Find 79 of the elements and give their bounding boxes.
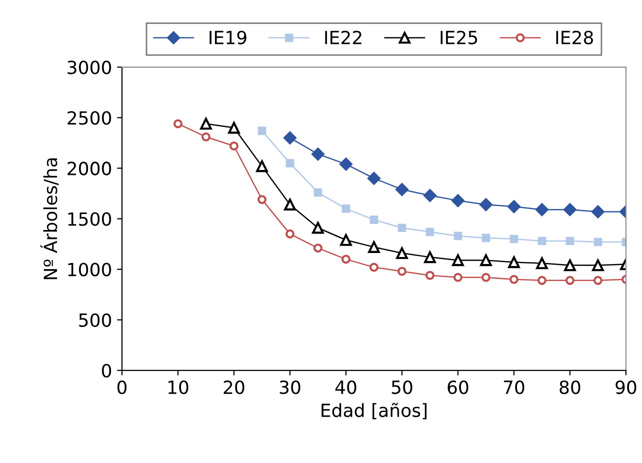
point [480, 254, 492, 266]
point [285, 229, 294, 238]
point [593, 276, 602, 285]
point [396, 247, 408, 260]
x-tick-label: 90 [616, 380, 636, 394]
point [340, 234, 352, 246]
point [510, 234, 518, 244]
x-tick-label: 70 [504, 380, 524, 394]
point [311, 147, 325, 161]
x-tick-label: 10 [168, 380, 188, 394]
point [283, 131, 297, 144]
point [286, 159, 294, 168]
x-axis-title: Edad [años] [322, 402, 427, 420]
point [481, 272, 490, 282]
x-tick-label: 0 [117, 380, 127, 394]
point [284, 198, 296, 211]
point [509, 274, 518, 284]
y-tick-label: 500 [79, 313, 112, 327]
x-tick-label: 60 [448, 380, 468, 394]
point [173, 119, 182, 128]
point [398, 224, 406, 232]
x-tick-label: 50 [392, 380, 412, 394]
point [566, 236, 574, 246]
point [368, 241, 380, 253]
x-tick-label: 80 [560, 380, 580, 394]
point [452, 254, 464, 266]
point [395, 182, 409, 196]
legend-label: IE22 [325, 30, 362, 44]
point [535, 203, 549, 216]
point [200, 118, 212, 130]
point [479, 198, 493, 212]
point [563, 203, 577, 216]
point [591, 205, 605, 218]
point [313, 244, 322, 253]
point [370, 216, 378, 224]
point [257, 195, 266, 204]
y-tick-label: 3000 [68, 60, 112, 74]
point [482, 234, 490, 242]
point [564, 259, 576, 272]
point [424, 251, 436, 264]
point [397, 266, 406, 276]
legend-label: IE19 [210, 30, 246, 44]
x-tick-label: 40 [335, 380, 356, 394]
y-axis-title: Nº Árboles/ha [40, 158, 59, 280]
point [426, 228, 434, 236]
point [258, 126, 266, 135]
y-tick-label: 1000 [68, 262, 112, 276]
point [565, 276, 574, 285]
point [369, 262, 378, 272]
point [229, 141, 238, 150]
point [341, 254, 350, 264]
point [454, 232, 462, 240]
point [592, 259, 604, 272]
x-tick-label: 20 [224, 380, 244, 394]
point [312, 222, 324, 234]
y-tick-label: 2500 [68, 111, 112, 125]
point [453, 272, 462, 282]
legend-label: IE25 [440, 30, 478, 44]
point [451, 194, 465, 208]
point [339, 158, 353, 171]
y-tick-label: 1500 [68, 212, 112, 226]
point [507, 200, 521, 214]
legend-label: IE28 [556, 30, 593, 44]
x-tick-label: 30 [280, 380, 300, 394]
y-tick-label: 0 [102, 364, 112, 378]
point [538, 236, 546, 246]
point [201, 132, 210, 142]
point [314, 188, 322, 197]
point [367, 172, 381, 185]
point [425, 270, 434, 280]
point [537, 276, 546, 285]
point [342, 204, 350, 213]
point [594, 238, 602, 246]
point [423, 188, 437, 202]
point [256, 160, 268, 172]
point [536, 257, 548, 270]
y-tick-label: 2000 [68, 162, 112, 176]
point [228, 122, 240, 134]
point [508, 256, 520, 268]
